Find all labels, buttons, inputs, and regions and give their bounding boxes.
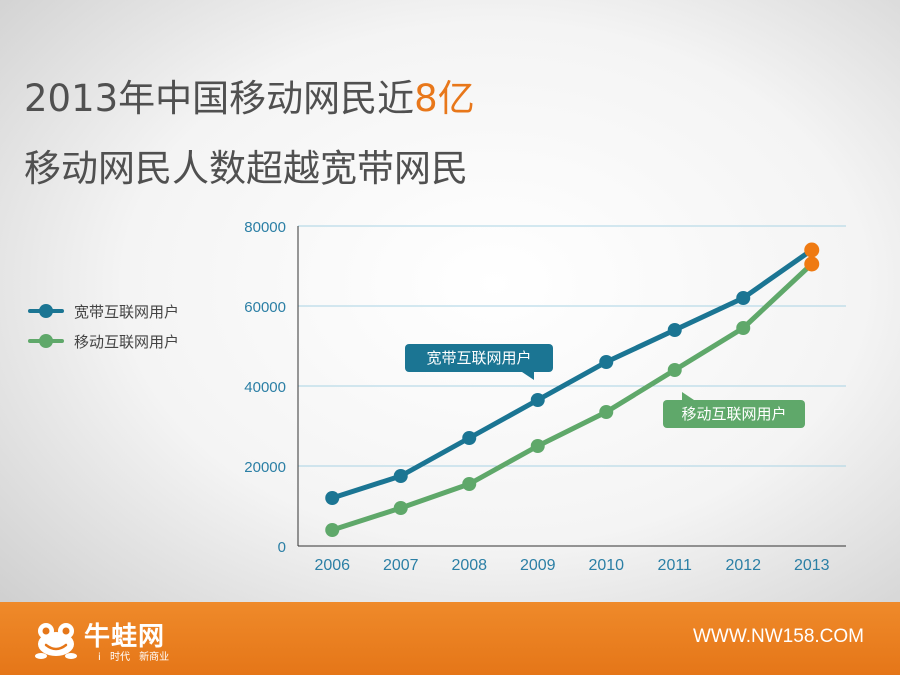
legend-label-broadband: 宽带互联网用户 — [74, 302, 180, 321]
data-point-mobile — [530, 439, 545, 453]
legend-dot-broadband — [39, 304, 53, 318]
callout-box — [663, 400, 805, 428]
callout-broadband: 宽带互联网用户 — [405, 344, 553, 380]
y-tick-label: 0 — [278, 539, 286, 556]
logo-text: 牛蛙网 — [84, 622, 166, 652]
x-tick-label: 2007 — [383, 557, 419, 574]
callout-box — [405, 344, 553, 372]
title-highlight: 8亿 — [414, 77, 475, 120]
callout-text: 宽带互联网用户 — [426, 349, 531, 367]
y-tick-label: 80000 — [244, 219, 286, 236]
data-point-broadband — [736, 291, 751, 305]
page-subtitle: 移动网民人数超越宽带网民 — [24, 147, 468, 190]
legend-swatch-broadband — [28, 304, 64, 318]
legend-item-mobile: 移动互联网用户 — [28, 326, 179, 356]
data-point-broadband — [530, 393, 545, 407]
callout-pointer — [682, 392, 694, 400]
x-tick-label: 2011 — [658, 557, 693, 574]
data-point-mobile — [667, 363, 682, 377]
legend-item-broadband: 宽带互联网用户 — [28, 296, 179, 326]
x-tick-label: 2010 — [588, 557, 624, 574]
callout-mobile: 移动互联网用户 — [663, 392, 805, 428]
series-line-mobile — [329, 261, 815, 533]
data-point-mobile — [736, 321, 751, 335]
data-point-broadband — [804, 242, 820, 258]
chart-series — [325, 242, 820, 537]
data-point-broadband — [599, 355, 614, 369]
chart-legend: 宽带互联网用户 移动互联网用户 — [28, 296, 179, 356]
title-prefix: 2013年中国移动网民近 — [24, 77, 415, 120]
data-point-broadband — [393, 469, 408, 483]
data-point-mobile — [393, 501, 408, 515]
callout-pointer — [522, 372, 534, 380]
x-tick-label: 2009 — [520, 557, 556, 574]
data-point-mobile — [804, 256, 820, 272]
chart-grid — [298, 225, 846, 467]
data-point-broadband — [462, 431, 477, 445]
data-point-mobile — [325, 523, 340, 537]
line-chart: 0 20000 40000 60000 80000 2006 2007 2008 2009 201… — [244, 219, 846, 574]
logo-slogan: i 时代 新商业 — [98, 652, 170, 663]
x-tick-label: 2012 — [725, 557, 761, 574]
website-url[interactable]: WWW.NW158.COM — [693, 626, 864, 647]
data-point-mobile — [462, 477, 477, 491]
data-point-mobile — [599, 405, 614, 419]
legend-swatch-mobile — [28, 334, 64, 348]
y-tick-label: 60000 — [244, 299, 286, 316]
data-point-broadband — [667, 323, 682, 337]
brand-logo[interactable]: 牛蛙网 i 时代 新商业 — [34, 616, 194, 664]
data-point-broadband — [325, 491, 340, 505]
y-tick-label: 40000 — [244, 379, 286, 396]
legend-label-mobile: 移动互联网用户 — [74, 332, 180, 351]
legend-dot-mobile — [39, 334, 53, 348]
x-tick-label: 2006 — [314, 557, 350, 574]
frog-icon — [35, 623, 77, 659]
chart-axes: 0 20000 40000 60000 80000 2006 2007 2008 2009 201… — [244, 219, 846, 574]
y-tick-label: 20000 — [244, 459, 286, 476]
x-tick-label: 2008 — [451, 557, 487, 574]
page-title: 2013年中国移动网民近8亿 — [24, 68, 475, 122]
footer-bar: 牛蛙网 i 时代 新商业 WWW.NW158.COM — [0, 602, 900, 675]
callout-text: 移动互联网用户 — [681, 405, 786, 423]
series-line-broadband — [329, 247, 815, 501]
x-tick-label: 2013 — [794, 557, 830, 574]
